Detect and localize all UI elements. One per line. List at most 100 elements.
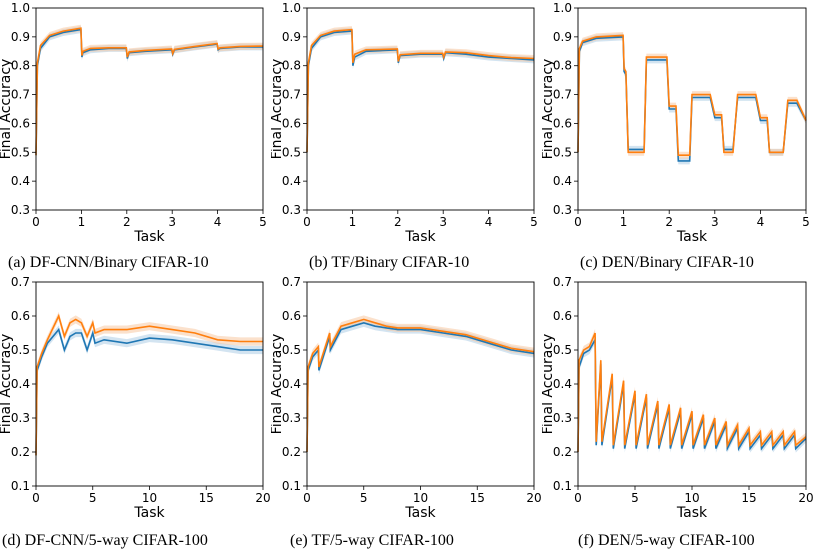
y-tick-label: 0.8 [11, 59, 30, 73]
series-band-blue [307, 318, 534, 457]
caption-f: (f) DEN/5-way CIFAR-100 [578, 532, 755, 549]
caption-b: (b) TF/Binary CIFAR-10 [309, 254, 470, 271]
x-tick-label: 1 [349, 215, 357, 229]
chart-df-cnn-cifar100: 0 5 10 15 20 0.1 0.2 0.3 0.4 0.5 0.6 0.7 Task Final A… [0, 275, 271, 521]
chart-df-cnn-binary: 0 1 2 3 4 5 0.3 0.4 0.5 0.6 0.7 0.8 0.9 1.0 Task Final … [0, 1, 267, 245]
caption-a: (a) DF-CNN/Binary CIFAR-10 [8, 254, 209, 271]
y-tick-label: 1.0 [553, 1, 572, 15]
y-tick-label: 1.0 [11, 1, 30, 15]
series-band-orange [307, 26, 534, 156]
caption-e: (e) TF/5-way CIFAR-100 [290, 532, 454, 549]
series-line-orange [577, 332, 807, 453]
y-tick-label: 0.7 [553, 275, 572, 289]
x-tick-label: 20 [255, 491, 270, 505]
y-axis-label: Final Accuracy [542, 334, 556, 435]
x-tick-label: 10 [684, 491, 699, 505]
x-axis-label: Task [676, 229, 708, 245]
x-tick-label: 3 [711, 215, 719, 229]
y-tick-label: 0.4 [553, 377, 572, 391]
x-tick-label: 4 [214, 215, 222, 229]
series-band-blue [36, 325, 263, 460]
x-tick-label: 1 [620, 215, 628, 229]
y-tick-label: 0.4 [11, 377, 30, 391]
x-tick-label: 5 [631, 491, 639, 505]
x-axis-label: Task [404, 229, 436, 245]
plot-frame [306, 7, 535, 211]
y-tick-label: 0.8 [282, 59, 301, 73]
x-tick-label: 1 [78, 215, 86, 229]
x-tick-label: 5 [360, 491, 368, 505]
x-tick-label: 5 [89, 491, 97, 505]
series-line-blue [577, 336, 807, 453]
x-tick-label: 2 [665, 215, 673, 229]
plot-frame [35, 7, 264, 211]
series-line-orange [306, 318, 535, 453]
x-tick-label: 0 [32, 215, 40, 229]
y-tick-label: 0.7 [282, 88, 301, 102]
y-tick-label: 0.6 [282, 116, 301, 130]
plot-frame [577, 7, 807, 211]
y-tick-label: 0.5 [11, 145, 30, 159]
series-line-blue [35, 327, 263, 456]
y-tick-label: 0.1 [553, 479, 572, 493]
y-tick-label: 1.0 [282, 1, 301, 15]
y-tick-label: 0.5 [11, 343, 30, 357]
y-tick-label: 0.9 [553, 30, 572, 44]
y-tick-label: 0.1 [11, 479, 30, 493]
x-tick-label: 4 [757, 215, 765, 229]
x-axis-label: Task [133, 505, 165, 521]
y-tick-label: 0.7 [11, 88, 30, 102]
y-tick-label: 0.7 [282, 275, 301, 289]
x-tick-label: 20 [526, 491, 541, 505]
series-line-blue [306, 30, 535, 153]
y-tick-label: 0.4 [553, 174, 572, 188]
x-tick-label: 0 [303, 215, 311, 229]
x-tick-label: 4 [485, 215, 493, 229]
y-tick-label: 0.4 [282, 377, 301, 391]
y-tick-label: 0.3 [282, 203, 301, 217]
y-tick-label: 0.6 [282, 309, 301, 323]
y-tick-label: 0.3 [11, 203, 30, 217]
y-tick-label: 0.6 [553, 116, 572, 130]
y-tick-label: 0.1 [282, 479, 301, 493]
y-tick-label: 0.5 [282, 343, 301, 357]
x-tick-label: 2 [123, 215, 131, 229]
y-tick-label: 0.3 [11, 411, 30, 425]
y-tick-label: 0.6 [11, 116, 30, 130]
plot-frame [35, 281, 264, 487]
x-tick-label: 5 [530, 215, 538, 229]
series-line-orange [35, 27, 264, 156]
y-tick-label: 0.3 [553, 411, 572, 425]
y-tick-label: 0.7 [553, 88, 572, 102]
y-axis-label: Final Accuracy [542, 59, 556, 160]
x-tick-label: 15 [199, 491, 214, 505]
x-tick-label: 5 [802, 215, 810, 229]
series-band-orange [36, 24, 263, 159]
y-tick-label: 0.2 [11, 445, 30, 459]
y-tick-label: 0.9 [11, 30, 30, 44]
y-tick-label: 0.5 [553, 343, 572, 357]
y-tick-label: 0.3 [282, 411, 301, 425]
x-tick-label: 10 [142, 491, 157, 505]
x-tick-label: 3 [439, 215, 447, 229]
x-tick-label: 15 [741, 491, 756, 505]
plot-frame [306, 281, 535, 487]
y-tick-label: 0.8 [553, 59, 572, 73]
x-tick-label: 15 [470, 491, 485, 505]
y-axis-label: Final Accuracy [0, 59, 14, 160]
x-tick-label: 0 [32, 491, 40, 505]
caption-c: (c) DEN/Binary CIFAR-10 [580, 254, 754, 271]
caption-d: (d) DF-CNN/5-way CIFAR-100 [2, 532, 208, 549]
series-band-orange [578, 328, 806, 457]
y-tick-label: 0.6 [11, 309, 30, 323]
x-tick-label: 20 [798, 491, 813, 505]
y-tick-label: 0.4 [282, 174, 301, 188]
y-tick-label: 0.6 [553, 309, 572, 323]
series-line-orange [35, 313, 263, 456]
y-tick-label: 0.2 [553, 445, 572, 459]
series-line-orange [306, 28, 535, 153]
y-tick-label: 0.5 [282, 145, 301, 159]
y-axis-label: Final Accuracy [0, 334, 14, 435]
y-tick-label: 0.5 [553, 145, 572, 159]
